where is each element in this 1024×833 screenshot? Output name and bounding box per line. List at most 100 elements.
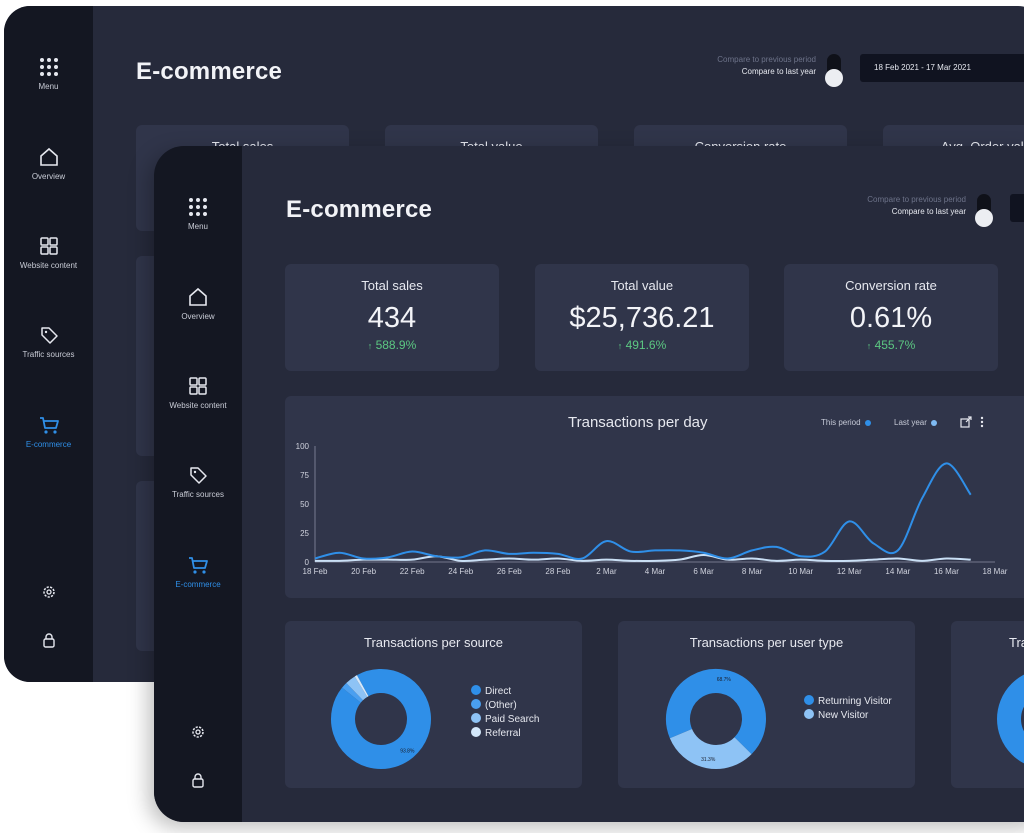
compare-last-year-label: Compare to last year [891,207,966,216]
legend-entry: (Other) [471,699,539,713]
menu-button[interactable]: Menu [154,196,242,231]
nav-website-content[interactable]: Website content [154,375,242,410]
legend-last-year: Last year [894,418,937,427]
kpi-label: Total sales [361,278,423,293]
x-tick-label: 16 Mar [934,567,959,576]
arrow-up-icon: ↑ [367,341,373,351]
donut-slice-direct [331,669,431,769]
date-range-picker[interactable] [1010,194,1024,222]
pie-card-partial: Tra [951,621,1024,788]
export-icon[interactable] [960,416,972,428]
legend-swatch [471,699,481,709]
donut-slice-referral [354,675,369,697]
x-tick-label: 28 Feb [545,567,570,576]
back-sidebar: Menu Overview Website content Traffic so… [4,6,93,682]
x-tick-label: 26 Feb [497,567,522,576]
donut-slice-other [342,682,364,703]
kpi-card-conversion-rate: Conversion rate 0.61% ↑ 455.7% [784,264,998,371]
x-tick-label: 22 Feb [400,567,425,576]
legend-entry: Direct [471,685,539,699]
legend-entry: Paid Search [471,713,539,727]
legend-entry: Referral [471,727,539,741]
legend-swatch [471,685,481,695]
back-menu-button[interactable]: Menu [4,56,93,91]
slice-label: 93.8% [400,748,415,754]
legend-label: (Other) [485,700,517,711]
nav-traffic-sources[interactable]: Traffic sources [154,464,242,499]
gear-icon [42,586,55,598]
back-nav-overview[interactable]: Overview [4,146,93,181]
lock-button[interactable] [154,772,242,792]
layout-grid-icon [39,237,58,255]
cart-icon [39,417,59,434]
kpi-label: Conversion rate [845,278,937,293]
more-options-icon[interactable] [979,416,985,428]
transactions-line-chart: 0 25 50 75 100 18 Feb 20 Feb 22 Feb 24 Feb 26 Feb… [296,442,1008,576]
kpi-value: 0.61% [849,302,933,334]
tag-icon [40,327,58,344]
donut-chart-user-type: 68.7% 31.3% [666,669,766,769]
slice-label: 31.3% [701,757,716,763]
back-nav-ecommerce[interactable]: E-commerce [4,414,93,449]
page-title: E-commerce [286,196,433,223]
series-line-last-year [314,554,971,562]
legend-entry: Returning Visitor [804,695,894,709]
kpi-change: ↑ 491.6% [535,338,749,352]
back-lock-button[interactable] [4,632,93,652]
kpi-change: ↑ 455.7% [784,338,998,352]
nav-label: Overview [31,172,66,181]
legend-dot [930,419,937,426]
grid-dots-icon [189,198,207,216]
x-tick-label: 2 Mar [596,567,617,576]
compare-options: Compare to previous period Compare to la… [774,194,966,218]
pie-title: Transactions per user type [689,635,844,650]
x-tick-label: 10 Mar [788,567,813,576]
x-tick-label: 24 Feb [448,567,473,576]
donut-slice-returning-visitor [666,669,766,755]
page-title: E-commerce [136,58,283,85]
x-tick-label: 4 Mar [645,567,666,576]
kpi-card-total-sales: Total sales 434 ↑ 588.9% [285,264,499,371]
toggle-knob [825,69,843,87]
legend-label: Paid Search [485,714,540,725]
x-tick-label: 20 Feb [351,567,376,576]
arrow-up-icon: ↑ [866,341,872,351]
nav-ecommerce[interactable]: E-commerce [154,554,242,589]
legend-entry: New Visitor [804,709,894,723]
legend-swatch [804,695,814,705]
legend-swatch [471,727,481,737]
transactions-per-day-card: Transactions per day This period Last ye… [285,396,1024,598]
tag-icon [190,467,207,484]
donut-chart-partial [997,674,1024,764]
nav-label: Traffic sources [171,490,224,499]
back-nav-website-content[interactable]: Website content [4,235,93,270]
pie-legend-user-type: Returning Visitor New Visitor [804,695,894,723]
settings-button[interactable] [154,724,242,744]
compare-toggle[interactable] [825,54,843,87]
kpi-change-value: 588.9% [375,338,417,352]
foreground-dashboard-window: Menu Overview Website content Traffic so… [154,146,1024,822]
nav-label: E-commerce [25,440,72,449]
x-tick-label: 14 Mar [885,567,910,576]
nav-label: Website content [19,261,78,270]
nav-label: E-commerce [175,580,221,589]
toggle-knob [975,209,993,227]
date-range-picker[interactable]: 18 Feb 2021 - 17 Mar 2021 [860,54,1024,82]
y-tick-label: 75 [300,471,309,480]
back-nav-traffic-sources[interactable]: Traffic sources [4,324,93,359]
back-settings-button[interactable] [4,584,93,604]
compare-toggle[interactable] [975,194,993,227]
y-tick-label: 100 [296,442,310,451]
menu-label: Menu [38,82,59,91]
kpi-value: 434 [367,302,417,334]
kpi-change-value: 455.7% [874,338,916,352]
chart-title: Transactions per day [568,414,708,431]
nav-overview[interactable]: Overview [154,286,242,321]
lock-icon [192,773,204,788]
pie-title: Tra [1009,635,1024,650]
nav-label: Overview [181,312,215,321]
legend-swatch [804,709,814,719]
legend-swatch [471,713,481,723]
kpi-card-total-value: Total value $25,736.21 ↑ 491.6% [535,264,749,371]
kpi-change: ↑ 588.9% [285,338,499,352]
